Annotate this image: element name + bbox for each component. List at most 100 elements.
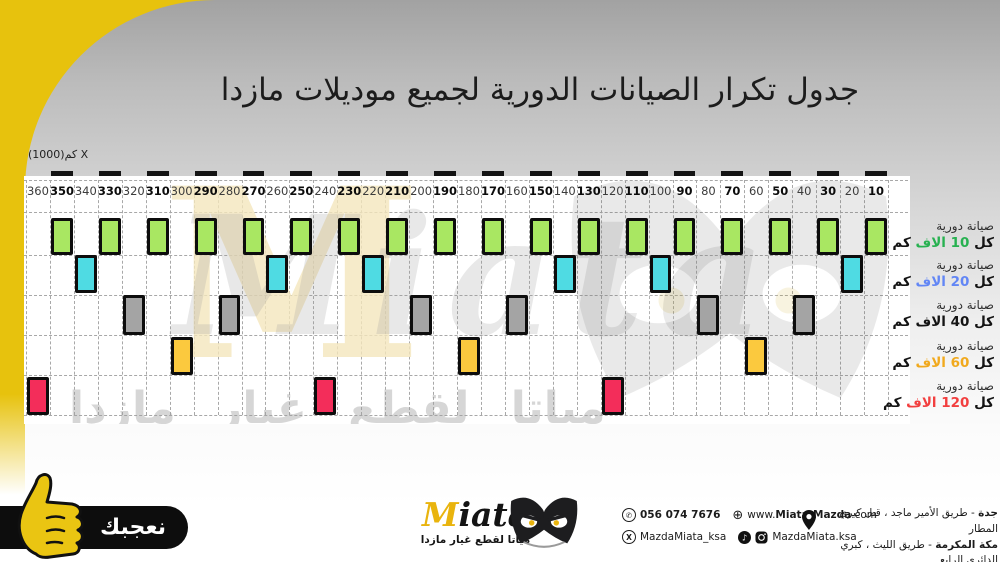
x-twitter-icon: X — [622, 530, 636, 544]
svg-text:♪: ♪ — [742, 532, 747, 542]
axis-value-120: 120 — [601, 184, 624, 198]
axis-value-300: 300 — [170, 184, 193, 198]
tick-bar-190 — [434, 171, 456, 176]
grid-column-250 — [289, 180, 291, 415]
grid-column-300 — [169, 180, 171, 415]
block-20k-340 — [74, 255, 97, 293]
block-10k-230 — [338, 218, 361, 255]
block-40k-80 — [697, 295, 720, 335]
grid-column-180 — [457, 180, 458, 415]
tick-bar-110 — [625, 171, 648, 176]
axis-value-260: 260 — [266, 184, 289, 198]
grid-column-170 — [480, 180, 482, 415]
axis-value-230: 230 — [337, 184, 362, 198]
axis-value-310: 310 — [145, 184, 170, 198]
grid-column-310 — [145, 180, 147, 415]
instagram-icon — [755, 530, 768, 544]
block-40k-200 — [410, 295, 433, 335]
tick-bar-230 — [338, 171, 361, 176]
block-10k-350 — [50, 218, 73, 255]
block-10k-250 — [290, 218, 313, 255]
block-40k-40 — [793, 295, 816, 335]
tiktok-icon: ♪ — [738, 530, 752, 544]
grid-column-110 — [624, 180, 626, 415]
x-handle: MazdaMiata_ksa — [640, 531, 727, 543]
owl-logo-icon — [510, 497, 578, 548]
grid-column-160 — [504, 180, 506, 415]
grid-column-260 — [265, 180, 267, 415]
axis-value-270: 270 — [241, 184, 266, 198]
tick-bar-330 — [98, 171, 121, 176]
axis-value-30: 30 — [820, 184, 837, 198]
block-10k-210 — [386, 218, 409, 255]
x-item: X MazdaMiata_ksa — [622, 530, 726, 544]
block-20k-140 — [553, 255, 576, 293]
address-line-makkah: مكة المكرمة - طريق الليث ، كبري الدائري … — [840, 538, 998, 562]
grid-column-350 — [49, 180, 51, 415]
grid-column-10 — [864, 180, 866, 415]
legend-item-20k: صيانة دورية كل 20 الاف كم — [892, 258, 994, 290]
contact-info: ✆ 056 074 7676 ⊕ www.Miata-Mazda.com X M… — [622, 508, 877, 552]
brand-tagline: مياتا لقطع غيار مازدا — [420, 534, 531, 546]
grid-column-30 — [816, 180, 818, 415]
block-120k-360 — [27, 377, 49, 415]
tick-bar-150 — [529, 171, 552, 176]
address-lines: جدة - طريق الأمير ماجد ، قبل كبري المطار… — [821, 506, 998, 562]
axis-value-210: 210 — [385, 184, 410, 198]
tick-bar-210 — [386, 171, 409, 176]
axis-value-20: 20 — [844, 184, 860, 198]
axis-value-180: 180 — [457, 184, 480, 198]
grid-column-200 — [409, 180, 411, 415]
social-handle: MazdaMiata.ksa — [772, 531, 857, 543]
grid-hline-0 — [24, 180, 908, 181]
tick-bar-130 — [577, 171, 600, 176]
tick-bar-10 — [865, 171, 887, 176]
maintenance-chart: M Miata مياتا لقطع غيار مازدا 360 350 340 3… — [24, 171, 910, 424]
grid-hline-6 — [24, 415, 908, 416]
tick-bar-290 — [194, 171, 217, 176]
block-20k-100 — [649, 255, 672, 293]
block-20k-220 — [362, 255, 385, 293]
grid-hline-1 — [24, 212, 908, 213]
grid-column-270 — [241, 180, 243, 415]
grid-column-230 — [337, 180, 339, 415]
grid-column-190 — [433, 180, 435, 415]
axis-value-140: 140 — [553, 184, 576, 198]
location-pin-icon — [802, 510, 816, 530]
block-120k-240 — [314, 377, 337, 415]
grid-column-280 — [217, 180, 219, 415]
axis-value-200: 200 — [410, 184, 433, 198]
block-10k-70 — [721, 218, 744, 255]
page-title: جدول تكرار الصيانات الدورية لجميع موديلا… — [220, 72, 860, 108]
axis-value-10: 10 — [868, 184, 885, 198]
tick-bar-350 — [50, 171, 73, 176]
block-10k-310 — [146, 218, 169, 255]
grid-column-90 — [672, 180, 674, 415]
block-10k-150 — [529, 218, 552, 255]
address-block: جدة - طريق الأمير ماجد ، قبل كبري المطار… — [802, 506, 998, 562]
axis-value-190: 190 — [433, 184, 458, 198]
grid-column-240 — [313, 180, 315, 415]
axis-value-160: 160 — [505, 184, 528, 198]
axis-value-360: 360 — [26, 184, 49, 198]
tick-bar-90 — [673, 171, 696, 176]
block-10k-270 — [242, 218, 265, 255]
social-item: ♪ MazdaMiata.ksa — [738, 530, 857, 544]
axis-value-90: 90 — [676, 184, 693, 198]
block-60k-300 — [170, 337, 193, 375]
axis-value-350: 350 — [49, 184, 74, 198]
phone-number: 056 074 7676 — [640, 509, 721, 521]
axis-value-330: 330 — [97, 184, 122, 198]
block-60k-60 — [745, 337, 768, 375]
block-40k-280 — [218, 295, 241, 335]
like-ribbon-label: نعجبك — [100, 515, 166, 540]
grid-column-330 — [97, 180, 99, 415]
grid-column-80 — [696, 180, 698, 415]
grid-column-60 — [744, 180, 746, 415]
grid-column-end — [888, 180, 889, 415]
grid-column-360 — [26, 180, 27, 415]
block-60k-180 — [458, 337, 480, 375]
tick-bar-310 — [146, 171, 169, 176]
thumbs-up-icon — [17, 473, 84, 559]
